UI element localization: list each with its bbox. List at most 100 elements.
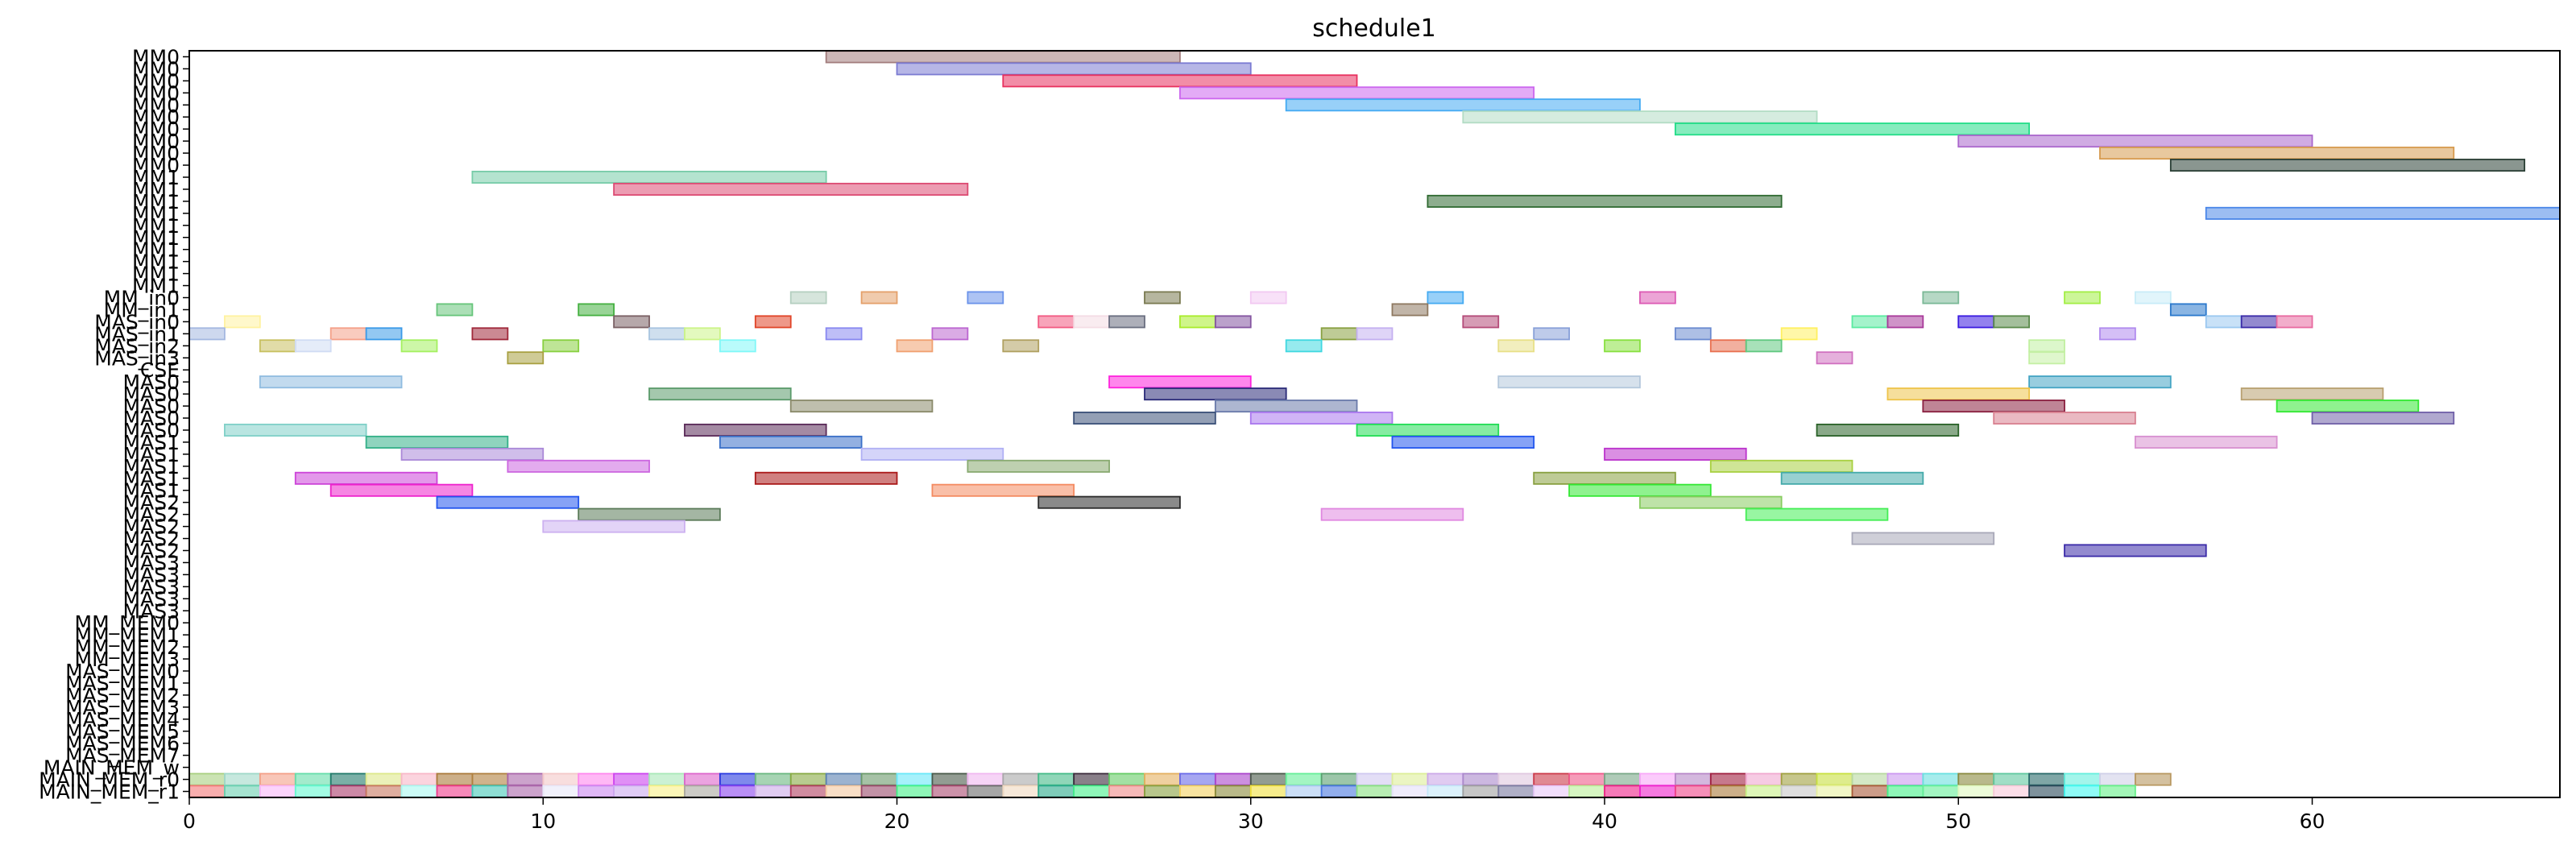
memory-block — [507, 785, 545, 798]
memory-block — [365, 785, 403, 798]
task-bar — [896, 62, 1252, 76]
task-bar — [1073, 315, 1110, 329]
task-bar — [1037, 495, 1181, 509]
task-bar — [1780, 327, 1818, 341]
task-bar — [2064, 291, 2101, 304]
task-bar — [542, 520, 685, 533]
task-bar — [1639, 291, 1676, 304]
task-bar — [1709, 459, 1853, 473]
task-bar — [896, 339, 934, 353]
memory-block — [1462, 772, 1500, 786]
memory-block — [1709, 772, 1747, 786]
y-tick-label: MAS2 — [123, 503, 180, 527]
memory-block — [259, 772, 296, 786]
y-tick-label: MM1 — [132, 275, 180, 298]
task-bar — [1214, 315, 1252, 329]
y-tick-label: MAIN_MEM_r1 — [39, 781, 180, 804]
memory-block — [1816, 772, 1853, 786]
y-tick-label: MAS_MEM6 — [65, 732, 180, 756]
y-tick-label: MAS_MEM3 — [65, 696, 180, 719]
memory-block — [825, 772, 863, 786]
y-tick-label: MM0 — [132, 118, 180, 141]
memory-block — [1568, 785, 1605, 798]
memory-block — [1851, 772, 1889, 786]
y-tick-label: MM0 — [132, 93, 180, 117]
task-bar — [2276, 400, 2420, 413]
memory-block — [613, 772, 650, 786]
memory-block — [1674, 772, 1712, 786]
task-bar — [1816, 423, 1960, 437]
memory-block — [1356, 785, 1394, 798]
task-bar — [1993, 412, 2136, 425]
task-bar — [613, 182, 969, 196]
task-bar — [578, 507, 721, 521]
task-bar — [2169, 303, 2207, 317]
y-tick-label: MAS_MEM1 — [65, 672, 180, 695]
x-tick-label: 50 — [1945, 810, 1971, 833]
task-bar — [1427, 194, 1783, 208]
task-bar — [1816, 351, 1853, 365]
task-bar — [1002, 339, 1040, 353]
memory-block — [578, 785, 615, 798]
task-bar — [1179, 315, 1216, 329]
task-bar — [329, 483, 474, 497]
memory-block — [542, 785, 580, 798]
task-bar — [400, 339, 438, 353]
memory-block — [1356, 772, 1394, 786]
memory-block — [400, 772, 438, 786]
y-tick-label: MM0 — [132, 154, 180, 177]
memory-block — [436, 772, 474, 786]
y-tick-label: MAS1 — [123, 455, 180, 478]
memory-block — [294, 772, 332, 786]
task-bar — [825, 50, 1181, 64]
memory-block — [1462, 785, 1500, 798]
memory-block — [2099, 772, 2136, 786]
memory-block — [1108, 785, 1145, 798]
memory-block — [967, 785, 1004, 798]
task-bar — [967, 459, 1110, 473]
task-bar — [1745, 339, 1783, 353]
task-bar — [294, 471, 438, 485]
memory-block — [2134, 772, 2172, 786]
y-tick-label: MAS_MEM2 — [65, 684, 180, 707]
memory-block — [1002, 772, 1040, 786]
task-bar — [931, 483, 1075, 497]
y-tick-label: MAS_in1 — [94, 322, 180, 346]
task-bar — [1993, 315, 2031, 329]
memory-block — [1249, 785, 1287, 798]
y-tick-label: MM0 — [132, 142, 180, 165]
y-tick-label: MAS3 — [123, 575, 180, 598]
memory-block — [648, 785, 685, 798]
y-tick-label: MM0 — [132, 106, 180, 129]
task-bar — [1144, 291, 1181, 304]
task-bar — [719, 435, 863, 449]
y-tick-label: MM1 — [132, 214, 180, 238]
x-tick-label: 60 — [2300, 810, 2325, 833]
task-bar — [400, 447, 545, 461]
y-tick-label: MAS0 — [123, 383, 180, 406]
y-tick-label: MM_MEM1 — [75, 623, 180, 647]
task-bar — [1073, 412, 1216, 425]
task-bar — [1533, 471, 1676, 485]
y-tick-label: MM0 — [132, 45, 180, 68]
task-bar — [507, 459, 650, 473]
memory-block — [224, 772, 261, 786]
y-tick-label: MM_MEM3 — [75, 648, 180, 671]
memory-block — [188, 772, 226, 786]
task-bar — [224, 315, 261, 329]
memory-block — [684, 785, 721, 798]
memory-block — [931, 772, 969, 786]
task-bar — [1462, 315, 1500, 329]
memory-block — [1639, 785, 1676, 798]
memory-block — [860, 772, 898, 786]
memory-block — [754, 772, 792, 786]
memory-block — [896, 785, 934, 798]
task-bar — [188, 327, 226, 341]
memory-block — [789, 785, 827, 798]
y-tick-label: MM0 — [132, 57, 180, 81]
task-bar — [684, 423, 827, 437]
task-bar — [2028, 351, 2065, 365]
task-bar — [1674, 122, 2031, 136]
task-bar — [1639, 495, 1783, 509]
